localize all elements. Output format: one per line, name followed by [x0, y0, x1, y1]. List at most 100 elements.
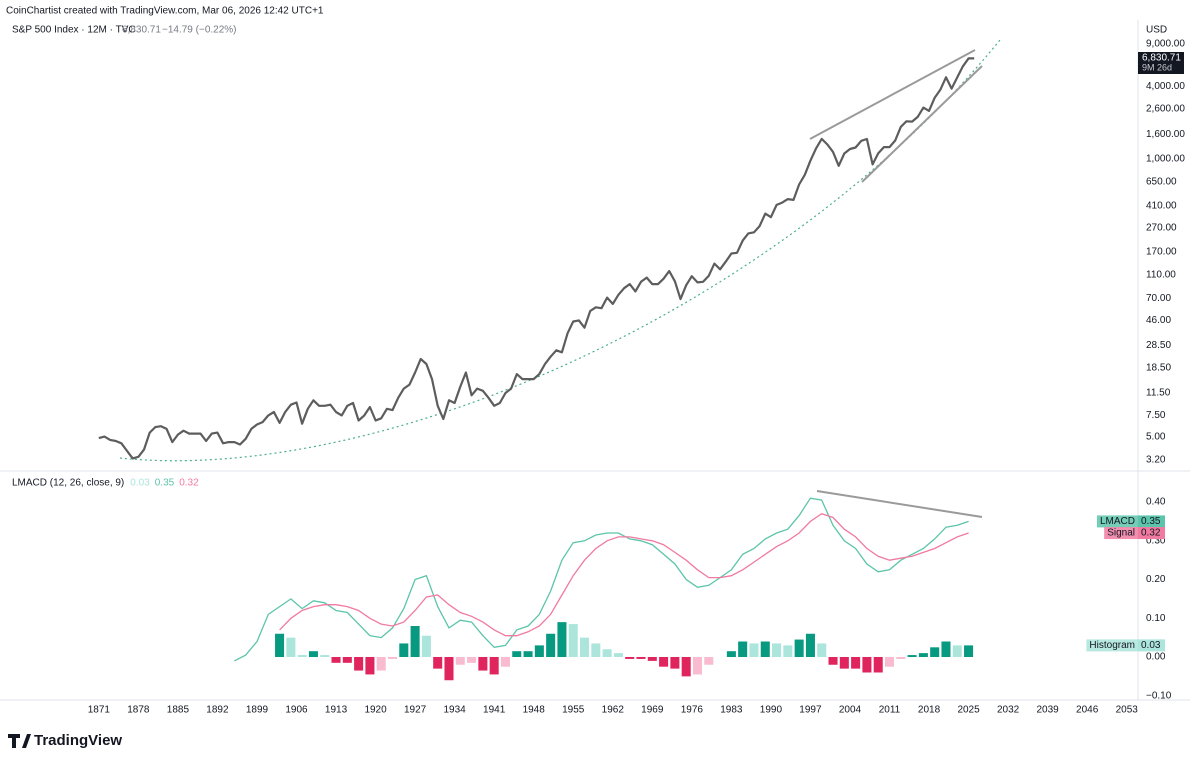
- indicator-value: 0.32: [179, 478, 199, 489]
- histogram-bar: [636, 657, 646, 659]
- histogram-bar: [772, 643, 782, 658]
- histogram-bar: [681, 657, 691, 677]
- y-tick-label: 110.00: [1146, 269, 1176, 280]
- y-tick-label: 5.00: [1146, 431, 1166, 442]
- histogram-bar: [851, 657, 861, 669]
- y-tick-label: 4,000.00: [1146, 81, 1185, 92]
- histogram-bar: [534, 645, 544, 658]
- series-tag-name-box: [1086, 639, 1138, 652]
- series-tag-name-box: [1096, 515, 1138, 528]
- brand-icon: [8, 734, 31, 748]
- histogram-bar: [523, 651, 533, 658]
- brand-logo: TradingView: [8, 732, 122, 749]
- histogram-bar: [455, 657, 465, 665]
- histogram-bar: [602, 649, 612, 658]
- histogram-bar: [760, 641, 770, 658]
- y-tick-label: 0.10: [1146, 613, 1166, 624]
- x-tick-label: 1906: [285, 705, 308, 716]
- x-tick-label: 2053: [1116, 705, 1139, 716]
- x-tick-label: 2039: [1037, 705, 1060, 716]
- histogram-bar: [907, 655, 917, 658]
- histogram-bar: [749, 643, 759, 658]
- y-tick-label: 2,600.00: [1146, 104, 1185, 115]
- x-tick-label: 1955: [562, 705, 585, 716]
- series-tag: LMACD 0.35: [1096, 515, 1165, 528]
- histogram-bar: [342, 657, 352, 663]
- y-tick-label: 0.20: [1146, 574, 1166, 585]
- indicator-line: [234, 497, 969, 662]
- histogram-bar: [704, 657, 714, 665]
- histogram-bar: [410, 626, 420, 658]
- last-price: 6,830.71: [122, 25, 161, 36]
- y-tick-label: 0.30: [1146, 535, 1166, 546]
- y-tick-label: 3.20: [1146, 455, 1166, 466]
- histogram-bar: [613, 653, 623, 658]
- histogram-bar: [692, 657, 703, 675]
- y-tick-label: 7.50: [1146, 410, 1166, 421]
- y-tick-label: 18.50: [1146, 363, 1171, 374]
- series-tag-value-box: [1138, 527, 1165, 540]
- histogram-bar: [387, 657, 398, 659]
- y-tick-label: 46.00: [1146, 315, 1171, 326]
- symbol: S&P 500 Index · 12M · TVC: [12, 25, 136, 36]
- histogram-bar: [354, 657, 364, 671]
- indicator-line: [279, 512, 969, 637]
- x-tick-label: 2046: [1076, 705, 1099, 716]
- indicator-title: LMACD (12, 26, close, 9): [12, 478, 124, 489]
- histogram-bar: [421, 635, 431, 658]
- legend-label: Histogram: [1089, 640, 1135, 651]
- histogram-bar: [828, 657, 838, 665]
- x-tick-label: 2011: [879, 705, 901, 716]
- y-tick-label: 9,000.00: [1146, 39, 1185, 50]
- histogram-bar: [467, 657, 477, 663]
- histogram-bar: [365, 657, 375, 675]
- y-tick-label: 270.00: [1146, 222, 1177, 233]
- price-tag-value: 6,830.71: [1142, 53, 1181, 64]
- y-tick-label: 70.00: [1146, 293, 1171, 304]
- histogram-bar: [896, 657, 906, 659]
- series-tag: Histogram 0.03: [1086, 639, 1165, 652]
- x-tick-label: 1878: [127, 705, 150, 716]
- histogram-bar: [918, 653, 928, 658]
- series-tag-value: 0.32: [1141, 528, 1161, 539]
- histogram-bar: [738, 641, 748, 658]
- x-tick-label: 2018: [918, 705, 941, 716]
- histogram-bar: [546, 633, 556, 658]
- histogram-bar: [399, 643, 409, 658]
- histogram-bar: [941, 641, 951, 658]
- y-tick-label: 11.50: [1146, 388, 1171, 399]
- plot-layer: 9,000.00 4,000.00 2,600.00 1,600.00 1,000.00…: [12, 39, 1185, 716]
- histogram-bar: [817, 643, 827, 658]
- credit: CoinChartist created with TradingView.co…: [6, 6, 324, 17]
- series-tag-value-box: [1138, 639, 1165, 652]
- histogram-bar: [659, 657, 669, 667]
- lower-trendline: [861, 65, 983, 183]
- x-tick-label: 1990: [760, 705, 783, 716]
- legend-label: Signal: [1107, 528, 1135, 539]
- histogram-bar: [297, 655, 307, 658]
- x-tick-label: 1871: [88, 705, 111, 716]
- histogram-bar: [794, 639, 804, 658]
- x-tick-label: 1885: [167, 705, 190, 716]
- series-tag-value-box: [1138, 515, 1165, 528]
- histogram-bar: [625, 657, 635, 659]
- y-tick-label: 410.00: [1146, 200, 1177, 211]
- x-tick-label: 1941: [483, 705, 506, 716]
- histogram-bar: [512, 651, 522, 658]
- histogram-bar: [670, 657, 680, 669]
- histogram-bar: [478, 657, 488, 671]
- histogram-bar: [489, 657, 499, 675]
- x-tick-label: 1920: [364, 705, 387, 716]
- price-line: [98, 57, 975, 460]
- macd-trendline: [816, 490, 983, 518]
- price-tag-countdown: 9M 26d: [1142, 62, 1172, 72]
- x-tick-label: 1934: [444, 705, 467, 716]
- y-tick-label: 170.00: [1146, 247, 1177, 258]
- histogram-bar: [964, 645, 974, 658]
- indicator-value: 0.03: [130, 478, 150, 489]
- histogram-bar: [376, 657, 386, 671]
- x-tick-label: 1892: [206, 705, 229, 716]
- x-tick-label: 1983: [720, 705, 743, 716]
- histogram-bar: [862, 657, 872, 673]
